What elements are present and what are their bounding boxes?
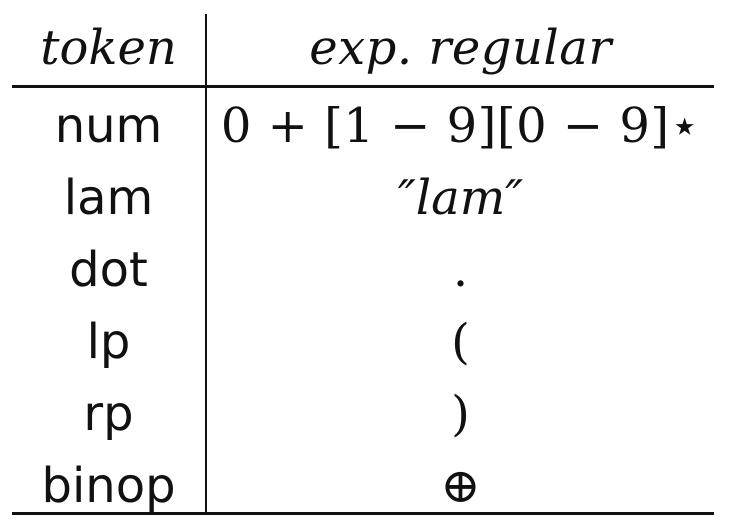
table-row: rp ) [12,378,714,450]
expression-cell: ″lam″ [397,170,524,226]
token-column-header: token [40,20,177,76]
regular-expression-column-header: exp. regular [309,20,612,76]
table-row: dot . [12,234,714,306]
expression-cell: . [452,242,469,298]
table-row: num 0 + [1 − 9][0 − 9]⋆ [12,90,714,162]
body-column-divider [205,88,207,515]
table-row: binop ⊕ [12,450,714,522]
token-cell: rp [83,386,134,442]
expression-cell: 0 + [1 − 9][0 − 9]⋆ [220,98,701,154]
token-cell: dot [69,242,148,298]
table-row: lp ( [12,306,714,378]
header-column-divider [205,14,207,86]
token-regex-table: token exp. regular num 0 + [1 − 9][0 − 9… [12,14,714,515]
table-row: lam ″lam″ [12,162,714,234]
token-cell: lp [86,314,131,370]
token-cell: num [54,98,163,154]
bottom-rule [12,512,714,515]
expression-cell: ) [451,386,470,442]
header-rule [12,85,714,88]
expression-cell: ⊕ [440,458,481,514]
expression-cell: ( [451,314,470,370]
token-cell: lam [63,170,154,226]
token-cell: binop [41,458,176,514]
